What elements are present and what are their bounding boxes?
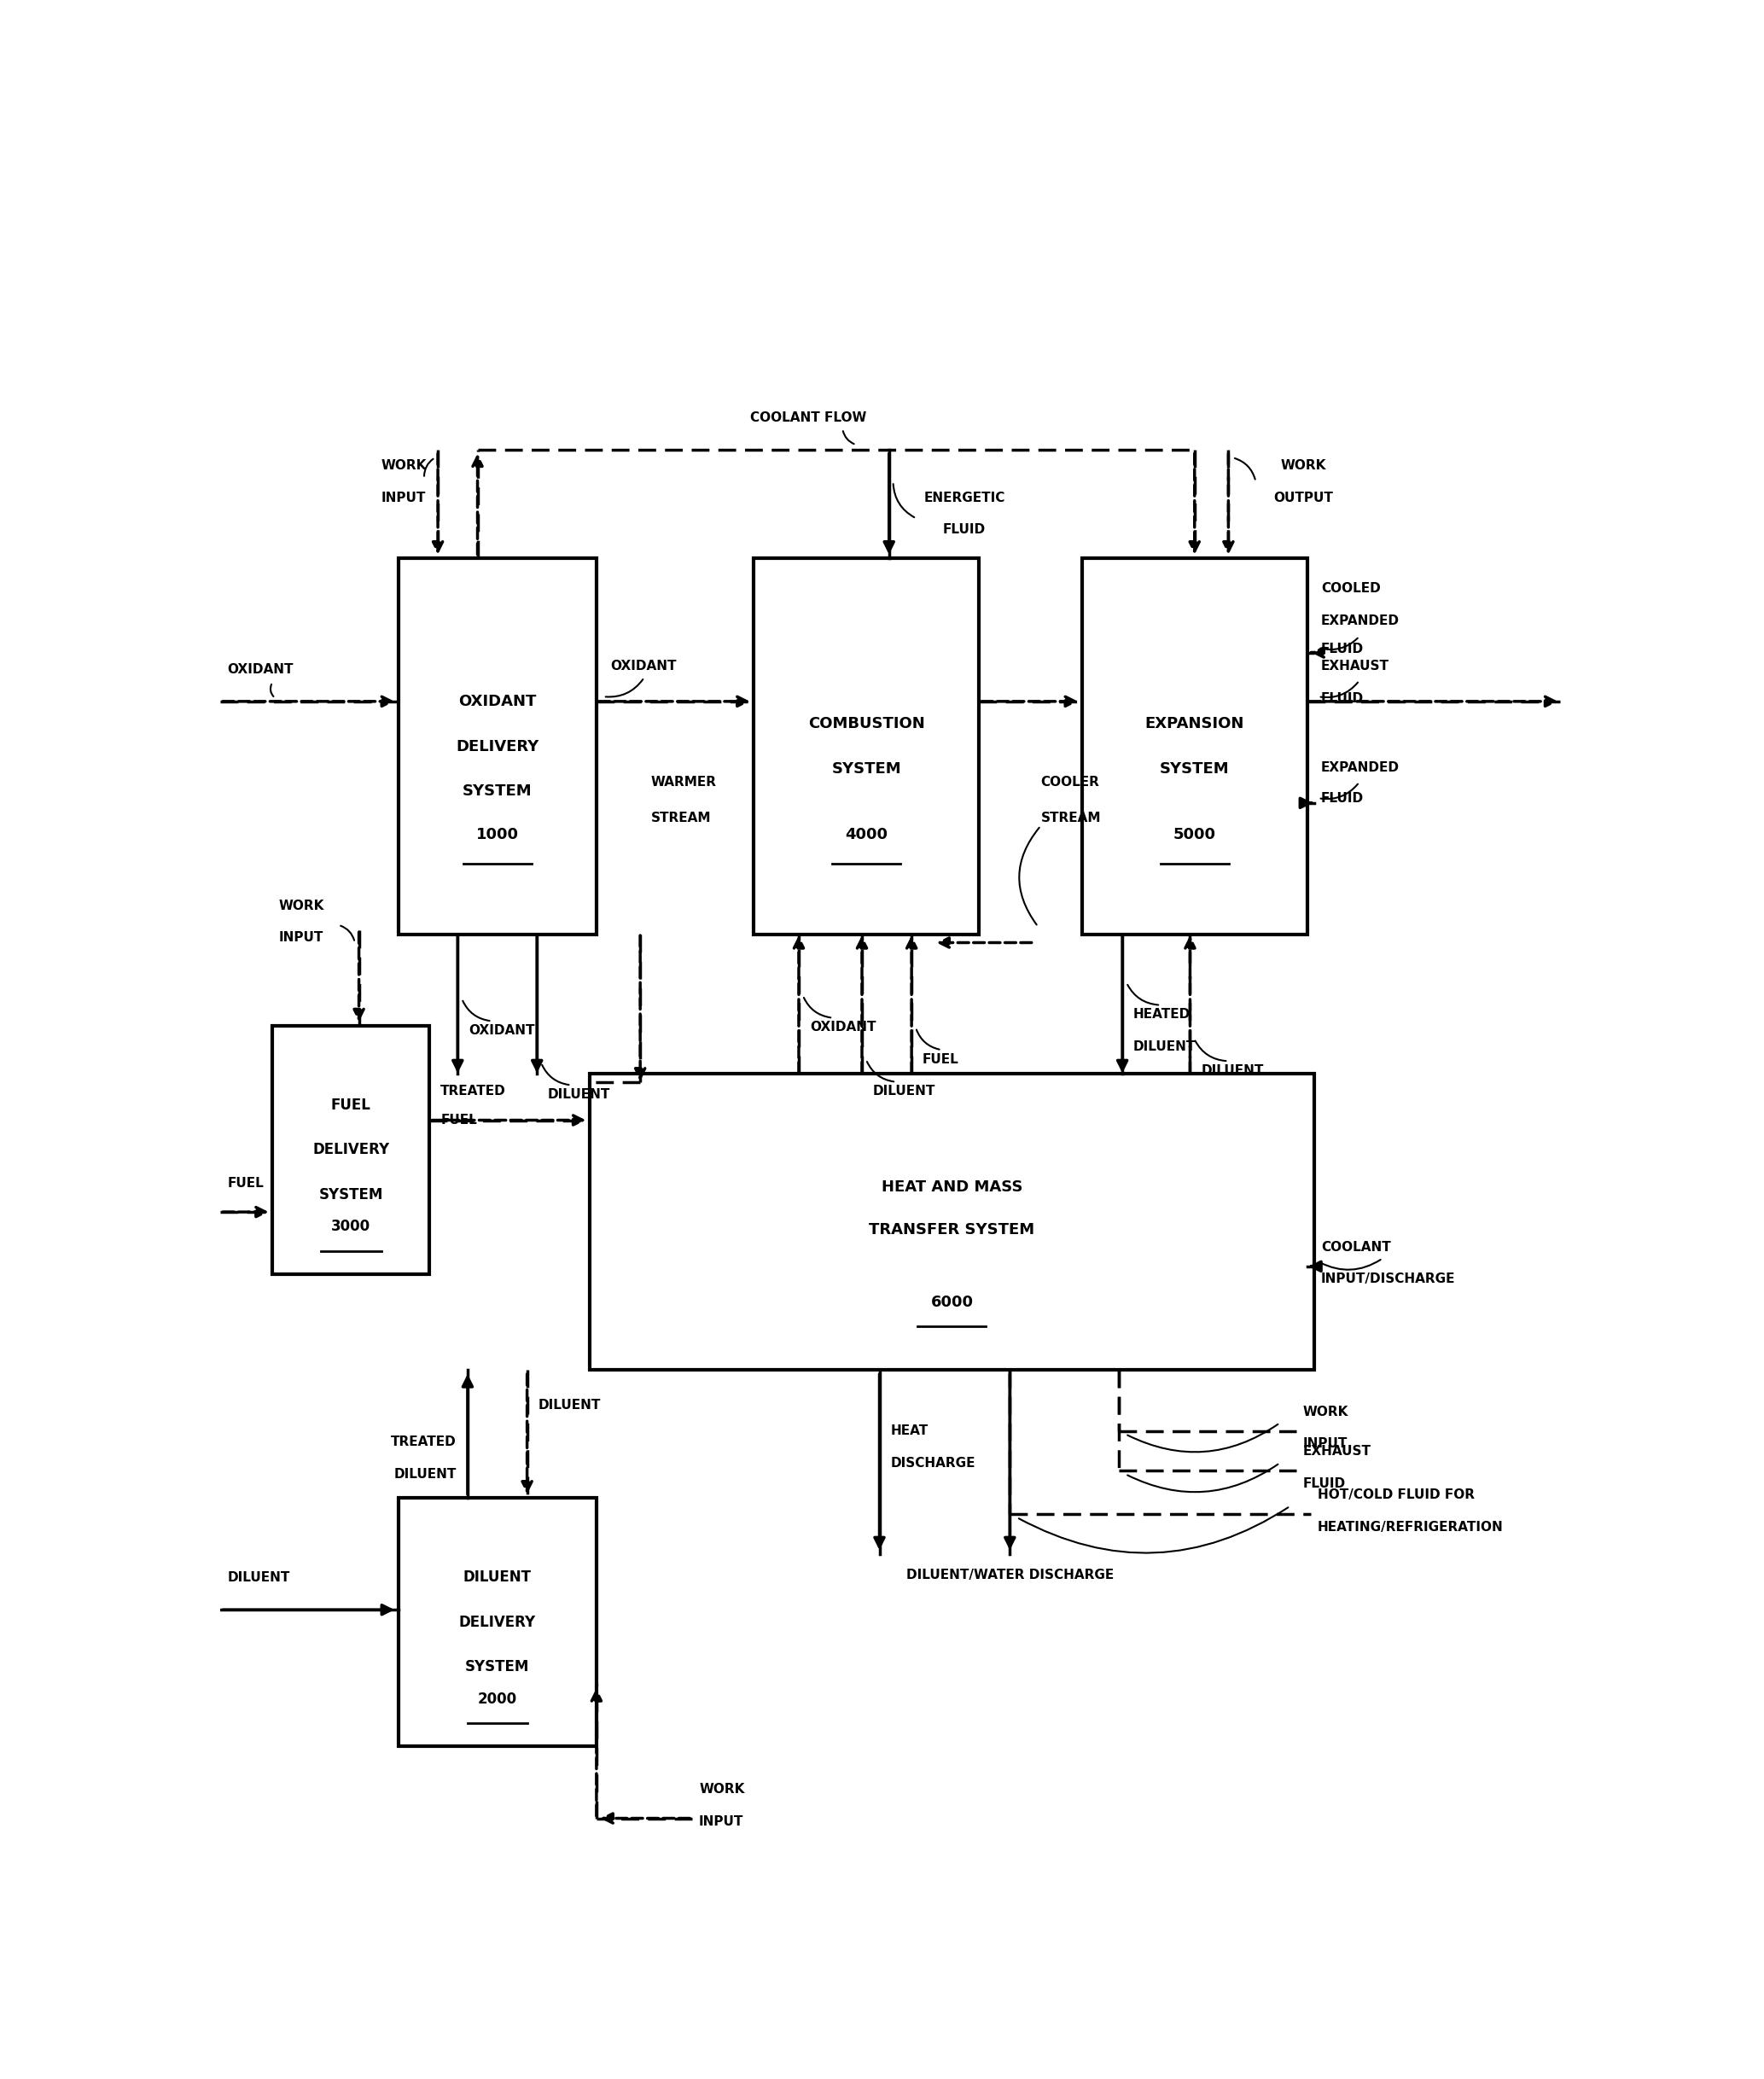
Text: DILUENT: DILUENT	[393, 1468, 457, 1480]
Text: TREATED: TREATED	[392, 1437, 457, 1449]
Text: INPUT: INPUT	[1304, 1437, 1348, 1449]
Text: OXIDANT: OXIDANT	[228, 663, 293, 676]
Text: DISCHARGE: DISCHARGE	[891, 1457, 975, 1470]
Text: COOLER: COOLER	[1041, 775, 1099, 788]
Text: FUEL: FUEL	[441, 1114, 476, 1127]
Text: TREATED: TREATED	[441, 1085, 506, 1098]
Text: INPUT: INPUT	[699, 1815, 744, 1827]
Text: DILUENT: DILUENT	[549, 1087, 610, 1102]
Text: OXIDANT: OXIDANT	[469, 1025, 534, 1037]
Text: 2000: 2000	[478, 1692, 517, 1707]
Text: WARMER: WARMER	[651, 775, 716, 788]
Text: EXHAUST: EXHAUST	[1321, 659, 1390, 674]
Text: DELIVERY: DELIVERY	[455, 738, 538, 755]
Text: DELIVERY: DELIVERY	[312, 1141, 390, 1158]
Text: EXPANSION: EXPANSION	[1145, 717, 1244, 732]
Text: DILUENT: DILUENT	[464, 1570, 531, 1584]
Text: DILUENT: DILUENT	[538, 1399, 600, 1412]
Text: 6000: 6000	[931, 1295, 974, 1310]
Text: SYSTEM: SYSTEM	[319, 1187, 383, 1202]
Text: FLUID: FLUID	[1321, 692, 1364, 705]
Text: FUEL: FUEL	[228, 1177, 265, 1189]
Bar	[272, 1025, 430, 1274]
Text: SYSTEM: SYSTEM	[466, 1659, 529, 1676]
Text: EXPANDED: EXPANDED	[1321, 613, 1399, 628]
Text: HEATED: HEATED	[1132, 1008, 1191, 1021]
Text: STREAM: STREAM	[1041, 811, 1101, 823]
Text: COOLANT FLOW: COOLANT FLOW	[750, 412, 866, 424]
Bar	[589, 1075, 1314, 1370]
Text: INPUT: INPUT	[279, 931, 325, 944]
Bar	[1081, 559, 1307, 936]
Text: SYSTEM: SYSTEM	[462, 784, 533, 798]
Text: DILUENT: DILUENT	[1201, 1064, 1263, 1077]
Text: FUEL: FUEL	[332, 1098, 370, 1112]
Text: FLUID: FLUID	[1304, 1478, 1346, 1491]
Text: 3000: 3000	[332, 1218, 370, 1235]
Text: HEAT: HEAT	[891, 1424, 928, 1437]
Text: 5000: 5000	[1173, 827, 1215, 842]
Text: HEATING/REFRIGERATION: HEATING/REFRIGERATION	[1318, 1520, 1503, 1534]
Text: WORK: WORK	[381, 459, 427, 472]
Text: FUEL: FUEL	[923, 1054, 960, 1067]
Text: OXIDANT: OXIDANT	[459, 694, 536, 709]
Text: HOT/COLD FLUID FOR: HOT/COLD FLUID FOR	[1318, 1489, 1475, 1501]
Text: COOLED: COOLED	[1321, 582, 1381, 595]
Bar	[753, 559, 979, 936]
Text: EXHAUST: EXHAUST	[1304, 1445, 1371, 1457]
Text: TRANSFER SYSTEM: TRANSFER SYSTEM	[870, 1222, 1035, 1237]
Text: WORK: WORK	[279, 900, 325, 913]
Text: FLUID: FLUID	[942, 524, 986, 536]
Text: INPUT/DISCHARGE: INPUT/DISCHARGE	[1321, 1272, 1455, 1285]
Text: SYSTEM: SYSTEM	[1159, 761, 1230, 778]
Text: OXIDANT: OXIDANT	[810, 1021, 877, 1033]
Text: ENERGETIC: ENERGETIC	[924, 491, 1005, 503]
Bar	[399, 559, 596, 936]
Text: FLUID: FLUID	[1321, 642, 1364, 655]
Text: 1000: 1000	[476, 827, 519, 842]
Text: DILUENT: DILUENT	[1132, 1040, 1196, 1054]
Text: HEAT AND MASS: HEAT AND MASS	[882, 1179, 1023, 1195]
Text: DILUENT/WATER DISCHARGE: DILUENT/WATER DISCHARGE	[907, 1568, 1113, 1582]
Text: WORK: WORK	[699, 1784, 744, 1796]
Text: STREAM: STREAM	[651, 811, 711, 823]
Text: COMBUSTION: COMBUSTION	[808, 717, 924, 732]
Bar	[399, 1499, 596, 1746]
Text: WORK: WORK	[1281, 459, 1327, 472]
Text: FLUID: FLUID	[1321, 792, 1364, 805]
Text: DELIVERY: DELIVERY	[459, 1615, 536, 1630]
Text: OXIDANT: OXIDANT	[610, 659, 676, 674]
Text: DILUENT: DILUENT	[228, 1572, 289, 1584]
Text: DILUENT: DILUENT	[873, 1085, 935, 1098]
Text: WORK: WORK	[1304, 1405, 1349, 1418]
Text: EXPANDED: EXPANDED	[1321, 761, 1399, 773]
Text: INPUT: INPUT	[381, 491, 427, 503]
Text: SYSTEM: SYSTEM	[831, 761, 901, 778]
Text: OUTPUT: OUTPUT	[1274, 491, 1334, 503]
Text: 4000: 4000	[845, 827, 887, 842]
Text: COOLANT: COOLANT	[1321, 1241, 1390, 1254]
